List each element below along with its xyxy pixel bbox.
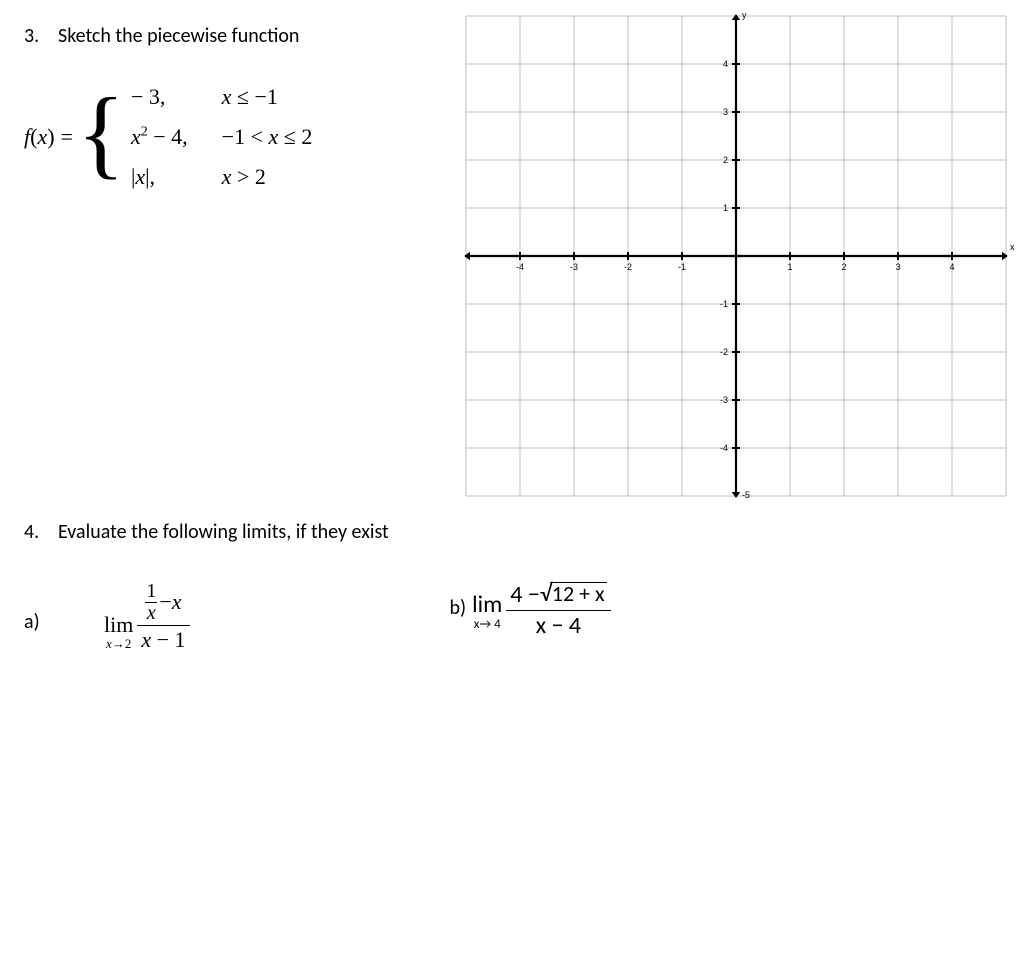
q4-prompt: Evaluate the following limits, if they e… <box>58 520 389 544</box>
lim-a-sf-den: x <box>146 604 157 623</box>
limit-a-smallfrac: 1 x <box>145 582 157 623</box>
svg-text:-4: -4 <box>720 443 728 453</box>
grid-svg: -4 -3 -2 -1 1 2 3 4 -4 -3 -2 -1 1 2 3 4 x y -5 <box>456 6 1016 506</box>
limit-a-num: 1 x − x <box>141 582 185 623</box>
q4-number: 4. <box>24 520 58 544</box>
lim-a-num-minus: − <box>159 590 171 614</box>
piece2-cond: −1 < x ≤ 2 <box>222 124 313 150</box>
piece2-sq: 2 <box>141 125 148 140</box>
svg-text:3: 3 <box>723 107 728 117</box>
left-brace: { <box>77 83 125 183</box>
lim-b-app-val: 4 <box>491 617 501 632</box>
lim-b-num-4: 4 − <box>510 582 540 608</box>
lim-b-app-arrow: → <box>479 617 491 632</box>
limit-a-lim: lim x→2 <box>104 612 133 652</box>
svg-text:-4: -4 <box>516 262 524 272</box>
piece2-rest: − 4, <box>148 124 188 149</box>
piece2-cond-start: −1 < <box>222 124 269 149</box>
piece3-expr: |x|, <box>131 164 188 190</box>
lim-b-approach: x→ 4 <box>474 617 501 632</box>
pieces-grid: − 3, x ≤ −1 x2 − 4, −1 < x ≤ 2 |x|, x > … <box>131 84 312 190</box>
piece1-cond-x: x <box>222 84 232 109</box>
equals-sign: = <box>61 124 73 150</box>
limit-b: lim x→ 4 4 − √ 12 + x x − 4 <box>472 582 610 640</box>
piece2-expr: x2 − 4, <box>131 124 188 150</box>
svg-text:1: 1 <box>723 203 728 213</box>
part-b-label: b) <box>450 582 467 620</box>
piece1-cond: x ≤ −1 <box>222 84 313 110</box>
limit-b-lim: lim x→ 4 <box>472 590 502 632</box>
svg-text:-5: -5 <box>742 490 750 500</box>
fx-paren-close: ) <box>47 124 54 149</box>
piece2-x: x <box>131 124 141 149</box>
lim-a-app-arrow: → <box>112 636 125 651</box>
svg-text:-2: -2 <box>624 262 632 272</box>
piece3-cond: x > 2 <box>222 164 313 190</box>
page: 3. Sketch the piecewise function f(x) = … <box>0 0 1024 978</box>
lim-b-text: lim <box>472 590 502 619</box>
limit-b-den: x − 4 <box>532 613 585 639</box>
sqrt-wrap: √ 12 + x <box>540 582 607 605</box>
lim-a-den-x: x <box>141 627 151 652</box>
piece3-cond-x: x <box>222 164 232 189</box>
svg-text:3: 3 <box>895 262 900 272</box>
part-a-label: a) <box>24 582 68 634</box>
lim-a-den-rest: − 1 <box>151 627 185 652</box>
svg-text:-1: -1 <box>720 299 728 309</box>
svg-text:-3: -3 <box>720 395 728 405</box>
piece1-cond-rest: ≤ −1 <box>231 84 277 109</box>
svg-text:-3: -3 <box>570 262 578 272</box>
piece3-x: x <box>135 164 145 189</box>
limit-b-num: 4 − √ 12 + x <box>506 582 610 608</box>
lim-a-app-val: 2 <box>125 636 132 651</box>
limit-a-den: x − 1 <box>137 628 189 652</box>
limit-a-frac: 1 x − x x − 1 <box>137 582 189 652</box>
lim-a-text: lim <box>104 612 133 638</box>
svg-text:-2: -2 <box>720 347 728 357</box>
lim-a-sf-num: 1 <box>145 582 157 601</box>
limit-b-wrap: b) lim x→ 4 4 − √ 12 + x <box>450 582 611 640</box>
svg-text:x: x <box>1010 242 1015 252</box>
limit-a: lim x→2 1 x − x x − 1 <box>104 582 190 652</box>
q3-number: 3. <box>24 24 58 48</box>
fx-x: x <box>37 124 47 149</box>
svg-text:-1: -1 <box>678 262 686 272</box>
piece3-cond-rest: > 2 <box>231 164 265 189</box>
limit-b-frac: 4 − √ 12 + x x − 4 <box>506 582 610 640</box>
svg-text:4: 4 <box>949 262 954 272</box>
limit-a-bar <box>137 625 189 626</box>
q3-prompt: Sketch the piecewise function <box>58 24 299 48</box>
piece1-expr: − 3, <box>131 84 188 110</box>
question-4-row: 4. Evaluate the following limits, if the… <box>24 520 1004 544</box>
coordinate-grid: -4 -3 -2 -1 1 2 3 4 -4 -3 -2 -1 1 2 3 4 x y -5 <box>456 6 1016 511</box>
svg-text:y: y <box>742 10 747 20</box>
fx-label: f(x) <box>24 124 55 150</box>
lim-a-approach: x→2 <box>106 636 131 652</box>
lim-a-num-x: x <box>172 590 182 614</box>
svg-text:4: 4 <box>723 59 728 69</box>
piece2-cond-x: x <box>268 124 278 149</box>
piece3-bar2: |, <box>145 164 155 189</box>
svg-text:2: 2 <box>841 262 846 272</box>
sqrt-arg: 12 + x <box>550 582 607 605</box>
svg-text:1: 1 <box>787 262 792 272</box>
svg-text:2: 2 <box>723 155 728 165</box>
piece2-cond-end: ≤ 2 <box>278 124 312 149</box>
limits-row: a) lim x→2 1 x − x <box>24 582 1004 652</box>
sqrt-symbol: √ <box>540 583 552 605</box>
